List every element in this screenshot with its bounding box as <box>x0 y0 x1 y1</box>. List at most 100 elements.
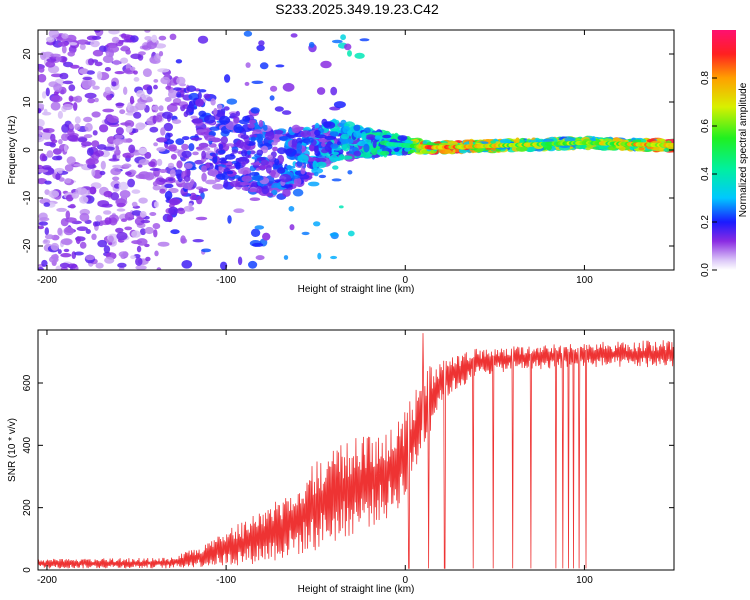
y-tick-label: 0 <box>22 147 33 153</box>
spectrogram-cell <box>163 122 173 132</box>
x-tick-label: 100 <box>576 575 593 586</box>
y-tick-label: 400 <box>22 437 33 454</box>
spectrogram-cell <box>70 64 80 69</box>
spectrogram-cell <box>153 229 158 238</box>
spectrogram-cell <box>102 108 115 113</box>
spectrogram-cell <box>52 155 61 161</box>
spectrogram-cell <box>79 43 86 51</box>
spectrogram-cell <box>195 216 208 221</box>
spectrogram-cell <box>50 101 61 111</box>
spectrogram-cell <box>248 260 258 269</box>
spectrogram-cell <box>190 115 198 120</box>
spectrogram-cell <box>158 35 167 41</box>
spectrogram-cell <box>267 154 273 160</box>
spectrogram-cell <box>177 207 184 211</box>
spectrogram-cell <box>243 30 253 37</box>
spectrogram-cell <box>38 108 42 114</box>
spectrogram-cell <box>159 179 168 183</box>
spectrogram-cell <box>158 51 164 57</box>
spectrogram-cell <box>86 147 94 156</box>
spectrogram-cell <box>292 175 301 179</box>
spectrogram-cell <box>158 105 164 112</box>
spectrogram-cell <box>226 170 234 175</box>
spectrogram-cell <box>360 152 373 158</box>
spectrogram-cell <box>60 238 73 246</box>
spectrogram-cell <box>359 38 370 42</box>
spectrogram-cell <box>53 83 62 92</box>
spectrogram-cell <box>220 261 228 270</box>
spectrogram-cell <box>380 150 390 156</box>
spectrogram-cell <box>84 122 93 132</box>
spectrogram-cell <box>286 164 292 171</box>
spectrogram-cell <box>83 134 93 139</box>
spectrogram-cell <box>43 141 56 147</box>
spectrogram-cell <box>131 201 138 207</box>
spectrogram-cell <box>94 30 101 33</box>
spectrogram-cell <box>210 98 216 106</box>
spectrogram-cell <box>61 133 70 141</box>
spectrogram-cell <box>192 151 199 156</box>
spectrogram-cell <box>130 99 135 104</box>
spectrogram-cell <box>329 154 339 163</box>
spectrogram-cell <box>263 124 268 131</box>
spectrogram-cell <box>121 218 127 222</box>
spectrogram-cell <box>103 190 113 198</box>
spectrogram-cell <box>144 36 152 41</box>
spectrogram-cell <box>391 151 396 155</box>
spectrogram-cell <box>130 255 136 260</box>
spectrogram-cell <box>468 139 474 146</box>
spectrogram-cell <box>128 144 136 154</box>
spectrogram-cell <box>57 41 69 47</box>
spectrogram-cell <box>249 134 257 139</box>
spectrogram-cell <box>48 190 60 198</box>
spectrogram-cell <box>223 106 230 111</box>
spectrogram-cell <box>262 232 271 241</box>
spectrogram-cell <box>282 188 291 197</box>
spectrogram-cell <box>251 80 264 85</box>
spectrogram-cell <box>63 248 70 253</box>
spectrogram-cell <box>231 149 239 154</box>
spectrogram-cell <box>68 84 76 92</box>
spectrogram-cell <box>173 87 182 91</box>
spectrogram-cell <box>258 119 264 128</box>
snr-x-label: Height of straight line (km) <box>298 584 415 595</box>
spectrogram-ridge-cell <box>669 143 674 148</box>
spectrogram-cell <box>112 59 121 66</box>
spectrogram-cell <box>233 123 243 133</box>
spectrogram-cell <box>233 208 245 213</box>
spectrogram-cell <box>110 192 120 201</box>
spectrogram-cell <box>330 143 339 149</box>
spectrogram-cell <box>56 207 67 212</box>
y-tick-label: 0 <box>22 567 33 573</box>
spectrogram-cell <box>90 40 100 48</box>
spectrogram-cell <box>205 162 210 169</box>
spectrogram-cell <box>135 101 147 111</box>
spectrogram-cell <box>120 122 132 126</box>
spectrogram-cell <box>254 186 263 194</box>
spectrogram-cell <box>124 212 135 221</box>
spectrogram-cell <box>76 226 89 231</box>
spectrogram-cell <box>100 160 106 170</box>
spectrogram-cell <box>154 250 159 257</box>
spectrogram-cell <box>91 35 102 40</box>
spectrogram-cell <box>97 239 108 248</box>
spectrogram-cell <box>331 151 339 156</box>
spectrogram-cell <box>259 62 269 70</box>
spectrogram-cell <box>308 41 315 48</box>
spectrogram-cell <box>186 85 197 92</box>
spectrogram-cell <box>277 147 287 155</box>
spectrogram-cell <box>318 174 327 179</box>
spectrogram-cell <box>274 106 284 112</box>
spectrogram-cell <box>250 107 260 114</box>
colorbar-gradient <box>712 30 736 270</box>
colorbar-label: Normalized spectral amplitude <box>738 82 749 217</box>
spectrogram-cell <box>83 116 93 123</box>
spectrogram-cell <box>148 161 156 168</box>
spectrogram-cell <box>94 221 101 227</box>
x-tick-label: 0 <box>402 575 408 586</box>
spectrogram-cell <box>101 203 113 208</box>
spectrogram-cell <box>106 94 113 101</box>
spectrogram-cell <box>212 183 224 190</box>
spectrogram-cell <box>146 85 153 95</box>
spectrogram-cell <box>226 98 238 105</box>
